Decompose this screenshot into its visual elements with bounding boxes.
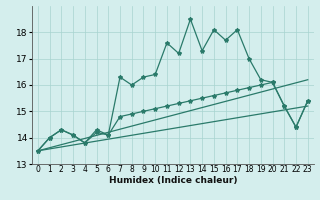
X-axis label: Humidex (Indice chaleur): Humidex (Indice chaleur) bbox=[108, 176, 237, 185]
